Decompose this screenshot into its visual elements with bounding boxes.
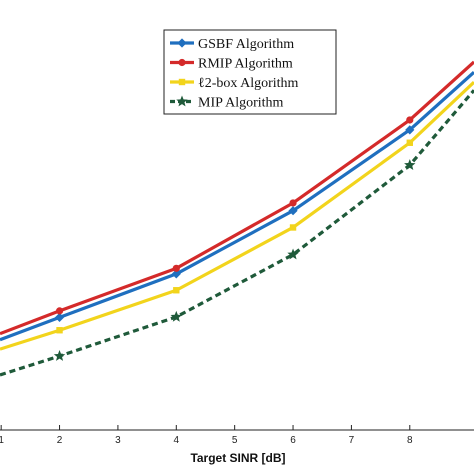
legend-entry-2: RMIP Algorithm: [170, 57, 293, 72]
series-4-point-6: [287, 248, 299, 260]
series-1-line: [0, 71, 474, 342]
series-1-point-2: [54, 312, 65, 322]
series-1: [0, 71, 474, 342]
plot-area: [0, 60, 474, 377]
legend-marker-2: [178, 58, 186, 67]
series-4-point-2: [53, 350, 66, 361]
series-3-point-2: [56, 327, 63, 334]
x-tick-label-4: 4: [174, 435, 180, 446]
series-1-point-4: [171, 269, 181, 279]
legend-marker-4: [176, 95, 188, 107]
x-tick-label-8: 8: [407, 435, 413, 446]
series-3-line: [0, 80, 474, 351]
series-4-line: [0, 89, 474, 377]
legend-marker-3: [178, 78, 186, 86]
x-tick-label-6: 6: [290, 435, 296, 446]
legend-entry-4: MIP Algorithm: [170, 95, 284, 111]
series-4-point-8: [404, 159, 416, 170]
series-4: [0, 89, 474, 377]
series-3-point-6: [289, 224, 297, 231]
x-tick-label-1: 1: [0, 435, 4, 446]
x-tick-label-7: 7: [349, 435, 355, 446]
series-2-point-4: [172, 264, 180, 272]
x-tick-label-2: 2: [57, 435, 63, 446]
x-axis-title: Target SINR [dB]: [190, 451, 285, 465]
x-tick-label-5: 5: [232, 435, 238, 446]
legend-label-2: RMIP Algorithm: [198, 57, 293, 72]
legend-entry-1: GSBF Algorithm: [170, 37, 294, 52]
x-tick-label-3: 3: [115, 435, 121, 446]
series-2-line: [0, 60, 474, 336]
x-axis: 1 2 3 4 5 6 7 8: [0, 425, 474, 446]
series-3-point-8: [406, 139, 413, 146]
legend: GSBF Algorithm RMIP Algorithm ℓ2-box Algor…: [163, 29, 337, 115]
series-3-point-4: [173, 287, 180, 294]
series-2-point-6: [289, 199, 297, 207]
series-2-point-8: [406, 116, 414, 124]
legend-entry-3: ℓ2-box Algorithm: [170, 76, 299, 91]
legend-marker-1: [177, 38, 187, 48]
legend-label-1: GSBF Algorithm: [198, 37, 294, 52]
series-1-point-8: [405, 125, 415, 135]
series-1-point-6: [288, 206, 298, 216]
series-2: [0, 60, 474, 336]
series-4-point-4: [170, 310, 182, 322]
series-3: [0, 80, 474, 351]
legend-label-4: MIP Algorithm: [198, 96, 284, 111]
legend-label-3: ℓ2-box Algorithm: [198, 76, 299, 91]
series-2-point-2: [55, 307, 64, 315]
